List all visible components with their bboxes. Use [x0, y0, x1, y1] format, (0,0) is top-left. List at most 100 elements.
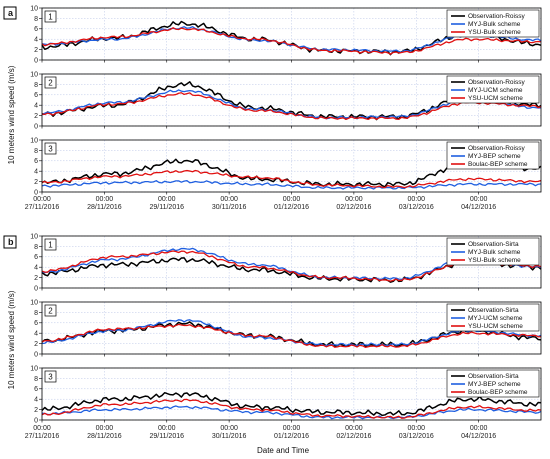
plot-frame	[41, 301, 542, 355]
x-tick-date-label: 02/12/2016	[336, 433, 371, 440]
x-tick-date-label: 28/11/2016	[87, 433, 122, 440]
x-tick-date-label: 02/12/2016	[336, 204, 371, 211]
x-tick-time-label: 00:00	[407, 425, 425, 432]
x-tick-time-label: 00:00	[96, 196, 114, 203]
legend-entry: MYJ-UCM scheme	[468, 87, 523, 94]
y-tick-label: 10	[30, 299, 38, 306]
x-tick-date-label: 03/12/2016	[399, 204, 434, 211]
legend-entry: MYJ-UCM scheme	[468, 315, 523, 322]
y-tick-label: 6	[34, 26, 38, 33]
group-label-a-box	[3, 6, 17, 20]
series-line-1	[41, 179, 542, 190]
x-tick-time-label: 00:00	[33, 425, 51, 432]
legend-entry: YSU-UCM scheme	[468, 95, 523, 102]
x-tick-date-label: 01/12/2016	[274, 204, 309, 211]
legend-entry: MYJ-Bulk scheme	[468, 21, 521, 28]
panel-number-box	[44, 370, 57, 383]
y-tick-label: 10	[30, 233, 38, 240]
y-tick-label: 0	[34, 351, 38, 358]
plot-frame	[41, 73, 542, 127]
panel-number-box	[44, 304, 57, 317]
y-tick-label: 0	[34, 189, 38, 196]
x-tick-date-label: 03/12/2016	[399, 433, 434, 440]
legend-entry: YSU-Bulk scheme	[468, 257, 521, 264]
panel-number: 2	[48, 307, 53, 316]
y-tick-label: 6	[34, 386, 38, 393]
y-tick-label: 2	[34, 275, 38, 282]
y-tick-label: 4	[34, 265, 38, 272]
legend-entry: YSU-Bulk scheme	[468, 29, 521, 36]
series-line-2	[41, 92, 542, 121]
x-tick-labels-bottom: 00:0027/11/201600:0028/11/201600:0029/11…	[25, 425, 497, 440]
legend-entry: Boulac-BEP scheme	[468, 389, 528, 396]
y-tick-label: 0	[34, 417, 38, 424]
y-tick-label: 10	[30, 365, 38, 372]
y-tick-label: 2	[34, 341, 38, 348]
x-tick-time-label: 00:00	[220, 196, 238, 203]
legend-entry: Boulac-BEP scheme	[468, 161, 528, 168]
y-tick-label: 0	[34, 57, 38, 64]
y-tick-label: 0	[34, 123, 38, 130]
y-tick-label: 0	[34, 285, 38, 292]
y-tick-label: 8	[34, 310, 38, 317]
y-tick-label: 8	[34, 16, 38, 23]
x-tick-time-label: 00:00	[470, 196, 488, 203]
legend-entry: Observation-Roissy	[468, 145, 525, 152]
plot-frame	[41, 235, 542, 289]
legend-entry: MYJ-Bulk scheme	[468, 249, 521, 256]
x-tick-date-label: 28/11/2016	[87, 204, 122, 211]
legend-entry: Observation-Sirta	[468, 307, 519, 314]
y-tick-label: 8	[34, 82, 38, 89]
y-tick-label: 4	[34, 331, 38, 338]
legend-entry: YSU-UCM scheme	[468, 323, 523, 330]
x-tick-date-label: 01/12/2016	[274, 433, 309, 440]
x-tick-date-label: 27/11/2016	[25, 433, 60, 440]
series-line-2	[41, 398, 542, 419]
legend-entry: MYJ-BEP scheme	[468, 381, 521, 388]
y-tick-label: 8	[34, 244, 38, 251]
legend-entry: Observation-Sirta	[468, 241, 519, 248]
series-line-2	[41, 169, 542, 189]
panel-number-box	[44, 76, 57, 89]
y-tick-label: 4	[34, 37, 38, 44]
y-tick-label: 8	[34, 148, 38, 155]
x-tick-date-label: 30/11/2016	[212, 433, 247, 440]
x-tick-time-label: 00:00	[470, 425, 488, 432]
x-tick-time-label: 00:00	[158, 196, 176, 203]
y-tick-label: 6	[34, 320, 38, 327]
y-tick-label: 6	[34, 254, 38, 261]
x-tick-time-label: 00:00	[220, 425, 238, 432]
x-tick-time-label: 00:00	[345, 196, 363, 203]
series-line-2	[41, 27, 542, 55]
y-tick-label: 6	[34, 92, 38, 99]
x-tick-date-label: 04/12/2016	[461, 204, 496, 211]
x-tick-date-label: 30/11/2016	[212, 204, 247, 211]
y-tick-label: 4	[34, 169, 38, 176]
x-tick-time-label: 00:00	[407, 196, 425, 203]
series-line-0	[41, 391, 542, 417]
panel-number: 3	[48, 145, 53, 154]
x-tick-time-label: 00:00	[283, 196, 301, 203]
y-tick-label: 2	[34, 179, 38, 186]
y-tick-label: 8	[34, 376, 38, 383]
y-tick-label: 10	[30, 137, 38, 144]
series-line-1	[41, 405, 542, 420]
y-tick-label: 2	[34, 407, 38, 414]
y-tick-label: 4	[34, 103, 38, 110]
x-tick-time-label: 00:00	[158, 425, 176, 432]
panel-number: 3	[48, 373, 53, 382]
x-tick-date-label: 27/11/2016	[25, 204, 60, 211]
x-tick-date-label: 29/11/2016	[149, 204, 184, 211]
y-tick-label: 4	[34, 397, 38, 404]
x-tick-date-label: 04/12/2016	[461, 433, 496, 440]
